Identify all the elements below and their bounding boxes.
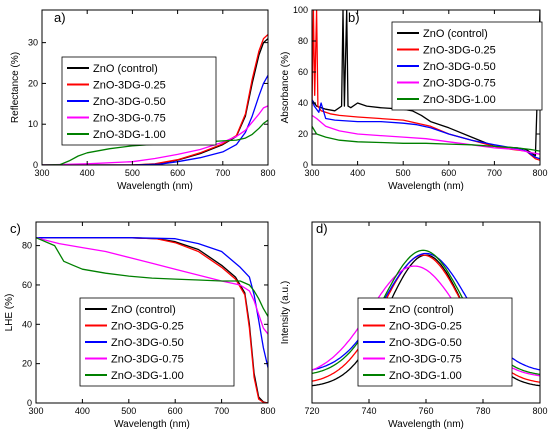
series-line-3 (42, 74, 268, 165)
y-tick-label: 100 (293, 5, 308, 15)
panel-label: b) (348, 10, 360, 25)
series-line-5 (312, 125, 540, 152)
x-tick-label: 780 (475, 406, 490, 416)
legend-entry: ZnO-3DG-0.75 (93, 113, 166, 125)
y-axis-label: Intensity (a.u.) (280, 281, 291, 344)
panel-2: 300 400 500 600 700 800 0 20 40 60 80 100 Wavelength… (280, 5, 548, 192)
x-tick-label: 720 (304, 406, 319, 416)
panel-3: 300 400 500 600 700 800 0 20 40 60 80 Wavelength (n… (4, 221, 276, 430)
x-axis-label: Wavelength (nm) (388, 181, 464, 192)
series-group (36, 237, 268, 403)
series-line-1 (42, 38, 268, 165)
x-tick-label: 700 (215, 168, 230, 178)
legend-entry: ZnO-3DG-0.50 (111, 337, 184, 349)
legend-entry: ZnO-3DG-0.25 (93, 80, 166, 92)
y-axis-label: LHE (%) (4, 294, 15, 332)
panel-4: 720 740 760 780 800 Wavelength (nm) Intensity … (280, 221, 548, 430)
legend-entry: ZnO-3DG-0.25 (111, 321, 184, 333)
panel-label: c) (10, 221, 21, 236)
legend-entry: ZnO-3DG-0.50 (423, 61, 496, 73)
legend: ZnO (control) ZnO-3DG-0.25 ZnO-3DG-0.50 ZnO… (391, 21, 543, 111)
x-tick-label: 600 (170, 168, 185, 178)
y-tick-label: 10 (28, 119, 38, 129)
plot-frame (41, 9, 269, 166)
series-line-3 (36, 237, 268, 368)
x-tick-label: 600 (441, 168, 456, 178)
panel-label: a) (54, 10, 66, 25)
legend: ZnO (control) ZnO-3DG-0.25 ZnO-3DG-0.50 ZnO… (61, 56, 217, 146)
y-tick-label: 30 (28, 38, 38, 48)
legend-entry: ZnO-3DG-1.00 (423, 94, 496, 106)
series-line-2 (42, 34, 268, 165)
y-tick-label: 60 (22, 280, 32, 290)
legend-entry: ZnO (control) (389, 304, 454, 316)
legend-entry: ZnO-3DG-1.00 (93, 129, 166, 141)
legend-entry: ZnO (control) (423, 28, 488, 40)
x-tick-label: 800 (260, 406, 275, 416)
y-axis-label: Reflectance (%) (10, 52, 21, 123)
x-tick-label: 300 (304, 168, 319, 178)
legend-entry: ZnO-3DG-0.50 (93, 96, 166, 108)
x-tick-label: 300 (28, 406, 43, 416)
legend-entry: ZnO (control) (93, 63, 158, 75)
x-axis-label: Wavelength (nm) (388, 419, 464, 430)
series-line-4 (312, 114, 540, 155)
x-tick-label: 760 (418, 406, 433, 416)
series-line-3 (312, 99, 540, 160)
panel-label: d) (316, 221, 328, 236)
x-tick-label: 700 (487, 168, 502, 178)
x-axis-label: Wavelength (nm) (114, 419, 190, 430)
y-tick-label: 40 (22, 319, 32, 329)
x-tick-label: 400 (80, 168, 95, 178)
x-tick-label: 800 (532, 168, 547, 178)
legend-entry: ZnO-3DG-0.25 (389, 321, 462, 333)
panel-1: 300 400 500 600 700 800 0 10 20 30 Wavelength (nm)… (10, 9, 276, 192)
y-tick-label: 0 (303, 160, 308, 170)
legend-entry: ZnO (control) (111, 304, 176, 316)
x-tick-label: 500 (121, 406, 136, 416)
series-group (312, 10, 540, 161)
x-tick-label: 800 (532, 406, 547, 416)
y-tick-label: 80 (298, 36, 308, 46)
y-tick-label: 60 (298, 67, 308, 77)
legend-entry: ZnO-3DG-1.00 (111, 370, 184, 382)
y-axis-label: Absorbance (%) (280, 52, 291, 124)
x-tick-label: 300 (34, 168, 49, 178)
y-tick-label: 0 (33, 160, 38, 170)
y-tick-label: 40 (298, 98, 308, 108)
legend: ZnO (control) ZnO-3DG-0.25 ZnO-3DG-0.50 ZnO… (357, 297, 513, 387)
x-tick-label: 700 (214, 406, 229, 416)
legend: ZnO (control) ZnO-3DG-0.25 ZnO-3DG-0.50 ZnO… (79, 297, 235, 387)
x-tick-label: 500 (396, 168, 411, 178)
series-line-4 (36, 237, 268, 335)
plot-frame (35, 221, 269, 404)
y-tick-label: 80 (22, 241, 32, 251)
legend-entry: ZnO-3DG-0.75 (423, 78, 496, 90)
legend-entry: ZnO-3DG-0.50 (389, 337, 462, 349)
legend-entry: ZnO-3DG-0.75 (389, 354, 462, 366)
x-tick-label: 400 (75, 406, 90, 416)
x-axis-label: Wavelength (nm) (117, 181, 193, 192)
series-line-5 (36, 237, 268, 317)
legend-entry: ZnO-3DG-0.25 (423, 45, 496, 57)
legend-entry: ZnO-3DG-1.00 (389, 370, 462, 382)
x-tick-label: 740 (361, 406, 376, 416)
y-tick-label: 0 (27, 398, 32, 408)
x-tick-label: 500 (125, 168, 140, 178)
x-tick-label: 400 (350, 168, 365, 178)
y-tick-label: 20 (22, 359, 32, 369)
y-tick-label: 20 (298, 129, 308, 139)
y-tick-label: 20 (28, 78, 38, 88)
x-tick-label: 600 (168, 406, 183, 416)
x-tick-label: 800 (260, 168, 275, 178)
legend-entry: ZnO-3DG-0.75 (111, 354, 184, 366)
